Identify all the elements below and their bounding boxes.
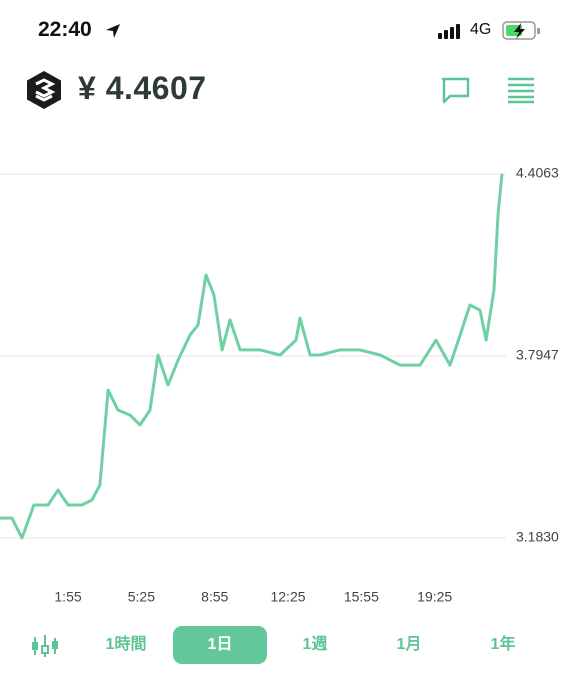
tab[interactable]: 1週: [302, 636, 328, 653]
menu-button[interactable]: [506, 76, 536, 104]
status-network: 4G: [470, 21, 492, 38]
chat-button[interactable]: [440, 76, 472, 106]
x-tick-label: 15:55: [344, 589, 379, 605]
y-tick-label: 4.4063: [516, 165, 559, 181]
tab[interactable]: 1月: [396, 636, 422, 653]
x-tick-label: 19:25: [417, 589, 452, 605]
chart: 3.1830 3.7947 4.4063 1:55 5:25 8:55 12:25 15:55…: [0, 165, 559, 605]
tab[interactable]: 1日: [173, 626, 267, 664]
price-line: [0, 173, 504, 540]
y-tick-label: 3.1830: [516, 529, 559, 545]
x-tick-label: 12:25: [270, 589, 305, 605]
timeframe-tabs: 1時間 1日 1週 1月 1年: [0, 626, 568, 666]
status-time: 22:40: [38, 18, 92, 41]
candle-icon[interactable]: [30, 634, 60, 658]
signal-icon: [438, 24, 460, 39]
tab[interactable]: 1年: [490, 636, 516, 653]
x-tick-label: 8:55: [201, 589, 228, 605]
x-tick-label: 1:55: [54, 589, 81, 605]
price: ¥ 4.4607: [78, 70, 207, 106]
battery-icon: [502, 21, 540, 40]
location-icon: [106, 24, 120, 38]
y-tick-label: 3.7947: [516, 347, 559, 363]
coin-logo: [27, 71, 61, 109]
tab[interactable]: 1時間: [105, 636, 147, 653]
x-tick-label: 5:25: [128, 589, 155, 605]
